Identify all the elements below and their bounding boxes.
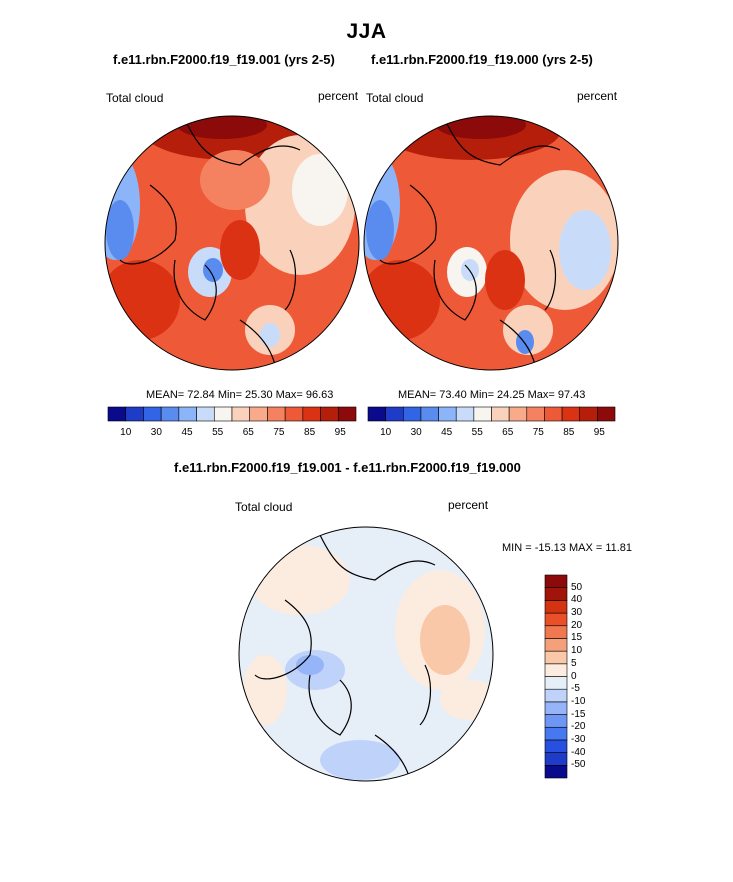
panel-b-stats: MEAN= 73.40 Min= 24.25 Max= 97.43 (398, 389, 586, 401)
panel-b-colorbar-tick-label: 95 (593, 427, 605, 438)
diff-colorbar-tick-label: 40 (571, 594, 583, 606)
diff-colorbar-tick-label: -10 (571, 695, 586, 707)
diff-colorbar-tick-label: -20 (571, 721, 586, 733)
diff-colorbar-swatch (544, 688, 568, 703)
figure-title: JJA (346, 20, 387, 43)
diff-colorbar-swatch (544, 676, 568, 690)
diff-colorbar-swatch (544, 701, 568, 715)
panel-a-colorbar-swatch (337, 406, 357, 422)
panel-a-colorbar-tick-label: 95 (334, 427, 346, 438)
diff-coastlines (254, 534, 436, 781)
diff-colorbar-swatch (544, 587, 568, 601)
diff-colorbar-tick-label: 30 (571, 607, 583, 619)
panel-b-colorbar-tick-label: 10 (380, 427, 392, 438)
diff-variable-label: Total cloud (235, 500, 293, 514)
panel-a-colorbar-tick-label: 75 (273, 427, 285, 438)
panel-a-variable-label: Total cloud (106, 91, 164, 105)
diff-colorbar-tick-label: -30 (571, 733, 586, 745)
panel-b-field-blue-core (366, 200, 394, 260)
diff-colorbar-swatch (544, 612, 568, 627)
panel-a-colorbar-tick-label: 85 (304, 427, 316, 438)
panel-b-units-label: percent (577, 89, 618, 103)
panel-b-map-border (363, 115, 619, 371)
diff-colorbar-swatch (544, 600, 568, 614)
panel-a-field-baltic (260, 323, 280, 347)
panel-a-colorbar-tick-label: 45 (181, 427, 193, 438)
diff-colorbar-swatch (544, 739, 568, 753)
panel-a-field-greenland-core (203, 258, 223, 282)
diff-map-border (238, 526, 494, 782)
panel-a-colorbar-tick-label: 10 (120, 427, 132, 438)
diff-colorbar-swatch (544, 650, 568, 665)
panel-b-colorbar-tick-label: 55 (471, 427, 483, 438)
diff-title: f.e11.rbn.F2000.f19_f19.001 - f.e11.rbn.… (174, 460, 521, 475)
panel-b-coastlines (379, 119, 561, 366)
diff-colorbar-tick-label: 20 (571, 619, 583, 631)
panel-b-field-scand (503, 305, 553, 355)
diff-field-pos-3 (420, 605, 470, 675)
panel-a-field-blue-core (106, 200, 134, 260)
panel-a-units-label: percent (318, 89, 359, 103)
diff-colorbar-tick-label: 15 (571, 632, 583, 644)
diff-colorbar-tick-label: -50 (571, 759, 586, 771)
diff-colorbar-tick-label: -15 (571, 708, 586, 720)
panel-a-coastlines (119, 119, 301, 366)
diff-colorbar-swatch (544, 765, 568, 779)
diff-colorbar-swatch (544, 574, 568, 588)
diff-colorbar-swatch (544, 625, 568, 639)
panel-a-stats: MEAN= 72.84 Min= 25.30 Max= 96.63 (146, 389, 334, 401)
diff-stats: MIN = -15.13 MAX = 11.81 (502, 542, 633, 554)
diff-units-label: percent (448, 498, 489, 512)
panel-a-field-atlantic (220, 220, 260, 280)
diff-field-neg-2 (296, 655, 324, 675)
panel-b-colorbar-swatch (597, 406, 616, 422)
diff-colorbar-swatch (544, 752, 568, 766)
panel-b-colorbar-tick-label: 75 (532, 427, 544, 438)
diff-colorbar-swatch (544, 638, 568, 652)
diff-colorbar-tick-label: 0 (571, 670, 577, 682)
panel-b-colorbar-tick-label: 85 (563, 427, 575, 438)
diff-colorbar-swatch (544, 726, 568, 741)
panel-b-title: f.e11.rbn.F2000.f19_f19.000 (yrs 2-5) (371, 52, 593, 67)
panel-b-field-atlantic (485, 250, 525, 310)
diff-colorbar-swatch (544, 714, 568, 728)
diff-colorbar-swatch (544, 663, 568, 677)
panel-a-colorbar-tick-label: 30 (150, 427, 162, 438)
panel-b-field-baltic (516, 330, 534, 354)
panel-a-colorbar-tick-label: 55 (212, 427, 224, 438)
diff-colorbar-tick-label: 50 (571, 581, 583, 593)
diff-colorbar-tick-label: -40 (571, 746, 586, 758)
diff-colorbar-tick-label: -5 (571, 683, 580, 695)
panel-b-colorbar-tick-label: 45 (441, 427, 453, 438)
diff-colorbar-tick-label: 10 (571, 645, 583, 657)
diff-field-pos-4 (243, 655, 287, 725)
panel-a-colorbar-tick-label: 65 (242, 427, 254, 438)
panel-b-variable-label: Total cloud (366, 91, 424, 105)
panel-a-map-border (104, 115, 360, 371)
diff-colorbar-tick-label: 5 (571, 657, 577, 669)
panel-b-colorbar-tick-label: 30 (410, 427, 422, 438)
diff-field-neg-3 (320, 740, 400, 780)
panel-a-field-pole (200, 150, 270, 210)
panel-b-colorbar-tick-label: 65 (502, 427, 514, 438)
panel-b-field-blue-east (559, 210, 611, 290)
panel-a-field-white (292, 154, 348, 226)
panel-a-title: f.e11.rbn.F2000.f19_f19.001 (yrs 2-5) (113, 52, 335, 67)
